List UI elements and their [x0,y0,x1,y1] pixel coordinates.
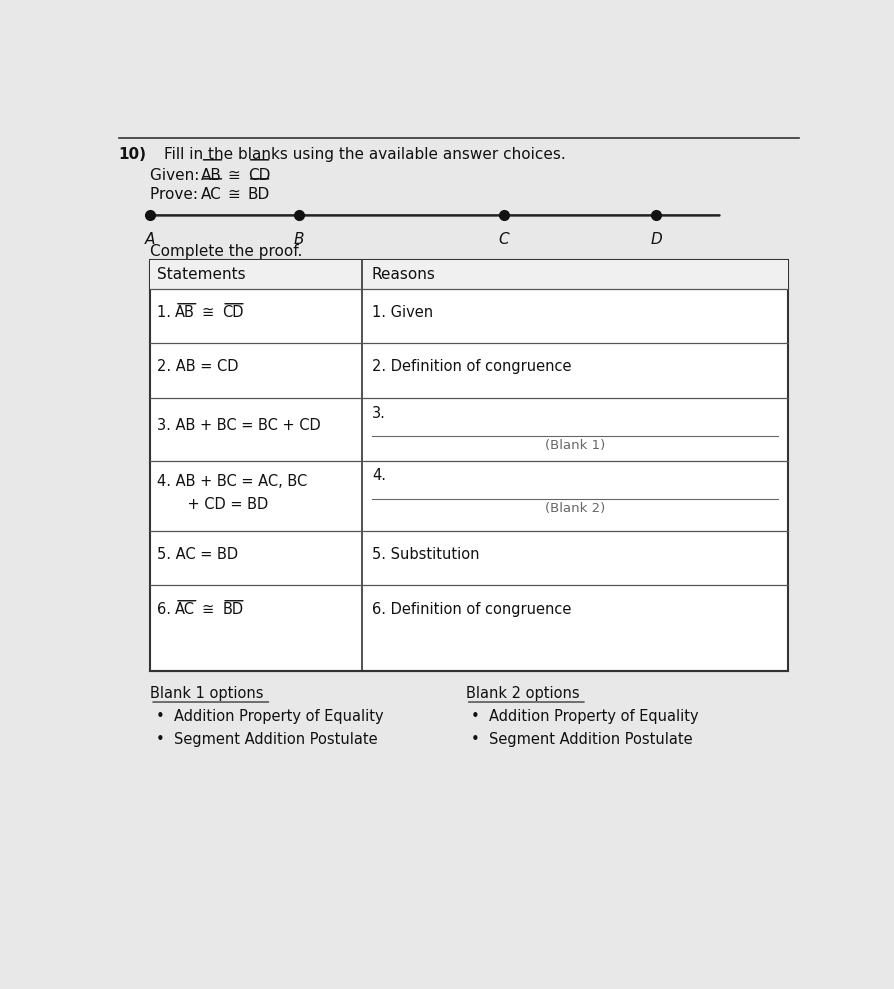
Text: •  Addition Property of Equality: • Addition Property of Equality [156,709,383,724]
Text: 6.: 6. [156,601,175,616]
Text: ≅: ≅ [227,187,240,202]
Text: AC: AC [175,601,195,616]
Text: Reasons: Reasons [372,266,435,282]
Text: ≅: ≅ [201,305,214,319]
Text: CD: CD [248,168,270,183]
Text: •  Segment Addition Postulate: • Segment Addition Postulate [156,732,376,747]
Text: 3. AB + BC = BC + CD: 3. AB + BC = BC + CD [156,418,320,433]
Text: ≅: ≅ [201,601,214,616]
Text: A: A [145,232,155,247]
Text: •  Segment Addition Postulate: • Segment Addition Postulate [470,732,692,747]
Text: (Blank 2): (Blank 2) [544,501,604,514]
Text: Complete the proof.: Complete the proof. [150,243,302,258]
Text: BD: BD [222,601,243,616]
Text: D: D [650,232,662,247]
Text: (Blank 1): (Blank 1) [544,439,604,452]
Text: ≅: ≅ [227,168,240,183]
Text: 10): 10) [119,146,147,162]
FancyBboxPatch shape [150,259,788,289]
Text: 3.: 3. [372,405,385,420]
Text: 5. Substitution: 5. Substitution [372,547,479,562]
Text: 1. Given: 1. Given [372,305,433,319]
Text: AB: AB [175,305,195,319]
Text: 4.: 4. [372,468,385,484]
Text: BD: BD [248,187,270,202]
FancyBboxPatch shape [150,259,788,671]
Text: Blank 1 options: Blank 1 options [150,686,263,701]
Text: Fill in the blanks using the available answer choices.: Fill in the blanks using the available a… [164,146,565,162]
Text: C: C [498,232,509,247]
Text: 1.: 1. [156,305,175,319]
Text: Statements: Statements [156,266,245,282]
Text: + CD = BD: + CD = BD [169,497,268,512]
Text: 2. Definition of congruence: 2. Definition of congruence [372,359,571,375]
Text: CD: CD [222,305,243,319]
Text: Given:: Given: [150,168,204,183]
Text: 6. Definition of congruence: 6. Definition of congruence [372,601,570,616]
Text: AC: AC [200,187,221,202]
Text: Prove:: Prove: [150,187,203,202]
Text: •  Addition Property of Equality: • Addition Property of Equality [470,709,698,724]
Text: B: B [293,232,304,247]
Text: 4. AB + BC = AC, BC: 4. AB + BC = AC, BC [156,475,307,490]
Text: Blank 2 options: Blank 2 options [465,686,578,701]
Text: 2. AB = CD: 2. AB = CD [156,359,238,375]
Text: AB: AB [200,168,222,183]
Text: 5. AC = BD: 5. AC = BD [156,547,238,562]
